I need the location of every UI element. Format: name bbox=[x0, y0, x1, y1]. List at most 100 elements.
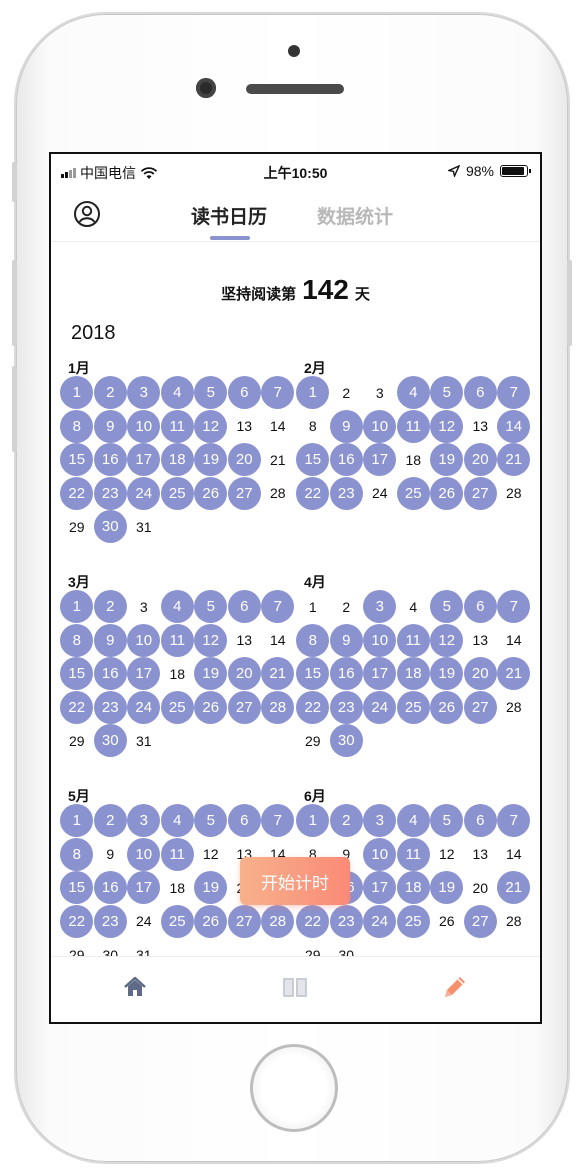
calendar-day[interactable]: 14 bbox=[505, 846, 522, 863]
calendar-day-read[interactable]: 17 bbox=[127, 657, 161, 691]
calendar-day-read[interactable]: 17 bbox=[363, 443, 397, 477]
calendar-day[interactable]: 8 bbox=[308, 846, 317, 863]
calendar-day-read[interactable]: 10 bbox=[363, 837, 397, 872]
calendar-day-read[interactable]: 18 bbox=[396, 871, 431, 905]
calendar-day-read[interactable]: 25 bbox=[396, 904, 431, 939]
calendar-day-read[interactable]: 7 bbox=[261, 590, 295, 624]
calendar-day-read[interactable]: 7 bbox=[497, 804, 531, 838]
calendar-day-read[interactable]: 6 bbox=[463, 376, 498, 410]
calendar-day-read[interactable]: 17 bbox=[127, 443, 161, 477]
calendar-day-read[interactable]: 11 bbox=[160, 837, 195, 872]
calendar-day-read[interactable]: 9 bbox=[329, 623, 364, 658]
calendar-day-read[interactable]: 7 bbox=[497, 376, 531, 410]
calendar-day[interactable]: 14 bbox=[269, 418, 286, 435]
calendar-day-read[interactable]: 23 bbox=[93, 690, 128, 725]
calendar-day-read[interactable]: 27 bbox=[463, 476, 498, 511]
calendar-day-read[interactable]: 5 bbox=[194, 804, 228, 838]
calendar-day-read[interactable]: 7 bbox=[261, 804, 295, 838]
calendar-day[interactable]: 3 bbox=[375, 384, 384, 401]
calendar-day-read[interactable]: 15 bbox=[60, 443, 94, 477]
calendar-day[interactable]: 28 bbox=[505, 913, 522, 930]
calendar-day-read[interactable]: 2 bbox=[93, 376, 128, 410]
calendar-day-read[interactable]: 5 bbox=[194, 590, 228, 624]
calendar-day-read[interactable]: 6 bbox=[227, 590, 262, 624]
calendar-day-read[interactable]: 23 bbox=[93, 904, 128, 939]
book-icon[interactable] bbox=[279, 971, 311, 1003]
calendar-day-read[interactable]: 18 bbox=[396, 657, 431, 691]
calendar-day-read[interactable]: 21 bbox=[497, 657, 531, 691]
calendar-day[interactable]: 2 bbox=[342, 598, 351, 615]
calendar-day-read[interactable]: 4 bbox=[160, 376, 195, 410]
calendar-day-read[interactable]: 5 bbox=[194, 376, 228, 410]
calendar-day-read[interactable]: 24 bbox=[363, 904, 397, 939]
calendar-day-read[interactable]: 23 bbox=[329, 904, 364, 939]
calendar-day[interactable]: 24 bbox=[135, 913, 152, 930]
calendar-day[interactable]: 29 bbox=[68, 518, 85, 535]
calendar-day-read[interactable]: 20 bbox=[227, 443, 262, 477]
tab-statistics[interactable]: 数据统计 bbox=[317, 207, 394, 228]
calendar-day-read[interactable]: 22 bbox=[60, 476, 94, 511]
calendar-day[interactable]: 13 bbox=[236, 418, 253, 435]
calendar-day-read[interactable]: 1 bbox=[296, 804, 330, 838]
calendar-day-read[interactable]: 21 bbox=[497, 443, 531, 477]
calendar-day-read[interactable]: 2 bbox=[329, 804, 364, 838]
calendar-day[interactable]: 21 bbox=[269, 451, 286, 468]
calendar-day-read[interactable]: 24 bbox=[363, 690, 397, 725]
calendar-day-read[interactable]: 9 bbox=[93, 409, 128, 444]
calendar-day-read[interactable]: 15 bbox=[296, 443, 330, 477]
calendar-day-read[interactable]: 19 bbox=[194, 657, 228, 691]
calendar-day[interactable]: 13 bbox=[472, 418, 489, 435]
calendar-day[interactable]: 2 bbox=[342, 384, 351, 401]
calendar-day[interactable]: 29 bbox=[304, 732, 321, 749]
calendar-day-read[interactable]: 16 bbox=[93, 871, 128, 905]
calendar-day-read[interactable]: 4 bbox=[396, 804, 431, 838]
calendar-day[interactable]: 13 bbox=[472, 846, 489, 863]
calendar-day-read[interactable]: 1 bbox=[60, 590, 94, 624]
calendar-day-read[interactable]: 18 bbox=[160, 443, 195, 477]
calendar-day-read[interactable]: 27 bbox=[463, 690, 498, 725]
calendar-day[interactable]: 29 bbox=[68, 732, 85, 749]
calendar-day[interactable]: 13 bbox=[236, 632, 253, 649]
calendar-day[interactable]: 24 bbox=[371, 485, 388, 502]
calendar-day-read[interactable]: 3 bbox=[363, 590, 397, 624]
calendar-day-read[interactable]: 4 bbox=[396, 376, 431, 410]
calendar-day-read[interactable]: 8 bbox=[60, 837, 94, 872]
calendar-day[interactable]: 14 bbox=[269, 632, 286, 649]
calendar-day-read[interactable]: 17 bbox=[127, 871, 161, 905]
calendar-day-read[interactable]: 6 bbox=[227, 376, 262, 410]
calendar-day-read[interactable]: 12 bbox=[430, 623, 464, 658]
calendar-day[interactable]: 9 bbox=[342, 846, 351, 863]
calendar-day-read[interactable]: 27 bbox=[227, 476, 262, 511]
calendar-day-read[interactable]: 19 bbox=[430, 871, 464, 905]
calendar-day[interactable]: 1 bbox=[308, 598, 317, 615]
calendar-day-read[interactable]: 5 bbox=[430, 590, 464, 624]
calendar-day-read[interactable]: 6 bbox=[463, 804, 498, 838]
calendar-day-read[interactable]: 12 bbox=[430, 409, 464, 444]
calendar-day-read[interactable]: 30 bbox=[93, 510, 128, 544]
calendar-day-read[interactable]: 10 bbox=[127, 837, 161, 872]
calendar-day[interactable]: 31 bbox=[135, 518, 152, 535]
calendar-day-read[interactable]: 23 bbox=[329, 476, 364, 511]
calendar-day-read[interactable]: 17 bbox=[363, 871, 397, 905]
calendar-day-read[interactable]: 19 bbox=[430, 657, 464, 691]
calendar-day-read[interactable]: 16 bbox=[329, 443, 364, 477]
calendar-day-read[interactable]: 26 bbox=[194, 904, 228, 939]
calendar-day-read[interactable]: 24 bbox=[127, 690, 161, 725]
calendar-day-read[interactable]: 24 bbox=[127, 476, 161, 511]
calendar-day-read[interactable]: 30 bbox=[93, 724, 128, 758]
calendar-day-read[interactable]: 19 bbox=[430, 443, 464, 477]
calendar-day-read[interactable]: 1 bbox=[60, 804, 94, 838]
calendar-day-read[interactable]: 7 bbox=[497, 590, 531, 624]
calendar-day-read[interactable]: 1 bbox=[60, 376, 94, 410]
pencil-icon[interactable] bbox=[439, 971, 471, 1003]
calendar-day-read[interactable]: 25 bbox=[160, 690, 195, 725]
calendar-day[interactable]: 12 bbox=[202, 846, 219, 863]
calendar-day-read[interactable]: 4 bbox=[160, 804, 195, 838]
calendar-day-read[interactable]: 5 bbox=[430, 804, 464, 838]
calendar-day-read[interactable]: 22 bbox=[60, 904, 94, 939]
calendar-day-read[interactable]: 10 bbox=[363, 409, 397, 444]
calendar-day-read[interactable]: 28 bbox=[261, 904, 295, 939]
calendar-day-read[interactable]: 30 bbox=[329, 724, 364, 758]
calendar-day[interactable]: 14 bbox=[505, 632, 522, 649]
calendar-day-read[interactable]: 8 bbox=[60, 623, 94, 658]
